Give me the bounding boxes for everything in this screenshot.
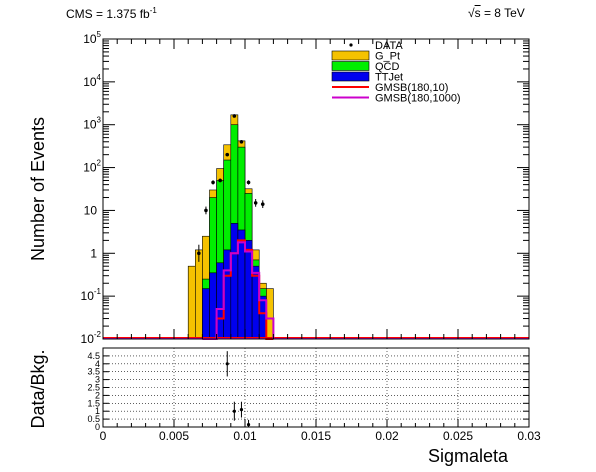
line-gmsb-180-1000- xyxy=(202,241,275,340)
bar-g-pt-0 xyxy=(187,265,196,340)
x-tick-label-1: 0.005 xyxy=(159,429,189,443)
ratio-y-tick-label-0: 0 xyxy=(95,422,100,432)
lumi-unit-exponent: -1 xyxy=(149,6,157,15)
data-point-3 xyxy=(218,178,222,183)
x-tick-label-3: 0.015 xyxy=(301,429,331,443)
data-point-8 xyxy=(253,201,258,205)
data-point-6 xyxy=(239,139,244,144)
x-tick-label-5: 0.025 xyxy=(443,429,473,443)
data-point-1 xyxy=(204,208,208,213)
legend-marker-ttjet xyxy=(331,71,370,82)
data-point-4 xyxy=(225,152,230,157)
y-tick-label-top-4: 102 xyxy=(83,159,101,175)
bar-ttjet-4 xyxy=(216,262,225,340)
y-axis-label-top: Number of Events xyxy=(28,117,48,261)
y-tick-label-top-0: 10-2 xyxy=(81,330,102,346)
data-point-9 xyxy=(260,202,265,206)
ratio-point-0 xyxy=(225,362,229,366)
bar-ttjet-9 xyxy=(251,265,260,340)
data-point-5 xyxy=(232,114,237,118)
legend-label-g-pt: G_Pt xyxy=(375,51,400,63)
legend-label-data: DATA xyxy=(375,40,403,52)
bar-ttjet-3 xyxy=(209,272,217,340)
sqrt-sign: √ xyxy=(468,6,475,20)
bar-ttjet-10 xyxy=(258,295,267,340)
energy-title: √s = 8 TeV xyxy=(468,6,525,20)
legend-marker-g-pt xyxy=(331,50,370,61)
y-axis-label-ratio: Data/Bkg. xyxy=(28,349,48,428)
x-tick-label-4: 0.02 xyxy=(375,429,399,443)
data-point-7 xyxy=(246,180,251,185)
x-tick-label-2: 0.01 xyxy=(233,429,257,443)
legend-label-gmsb-180-1000-: GMSB(180,1000) xyxy=(375,93,461,105)
ratio-y-tick-label-1: 0.5 xyxy=(87,414,100,424)
y-tick-label-top-6: 104 xyxy=(83,73,101,89)
ratio-y-tick-label-2: 1 xyxy=(95,406,100,416)
bar-g-pt-11 xyxy=(265,288,274,340)
ratio-point-1 xyxy=(232,409,236,413)
lumi-title: CMS = 1.375 fb-1 xyxy=(66,6,157,21)
bar-ttjet-8 xyxy=(244,240,253,340)
legend-label-gmsb-180-10-: GMSB(180,10) xyxy=(375,82,448,94)
bar-ttjet-6 xyxy=(230,223,239,340)
y-tick-label-top-7: 105 xyxy=(83,30,101,46)
x-axis-label: Sigmaleta xyxy=(428,446,509,466)
top-plot-frame xyxy=(102,38,530,340)
ratio-y-tick-label-3: 1.5 xyxy=(87,398,100,408)
legend-label-ttjet: TTJet xyxy=(375,72,403,84)
legend-marker-data xyxy=(349,43,353,47)
ratio-point-3 xyxy=(246,423,251,427)
y-tick-label-top-1: 10-1 xyxy=(81,287,102,303)
y-tick-label-top-3: 10 xyxy=(84,203,98,217)
ratio-y-tick-label-6: 3 xyxy=(95,375,100,385)
data-point-2 xyxy=(211,180,215,185)
y-tick-label-top-5: 103 xyxy=(83,116,101,132)
bar-g-pt-1 xyxy=(195,249,203,340)
legend-marker-qcd xyxy=(331,61,370,71)
bar-ttjet-5 xyxy=(223,249,232,340)
energy-label: = 8 TeV xyxy=(483,6,525,20)
ratio-y-tick-label-7: 3.5 xyxy=(87,367,100,377)
x-tick-label-6: 0.03 xyxy=(517,429,541,443)
data-point-0 xyxy=(197,251,201,256)
lumi-label: CMS = 1.375 fb xyxy=(66,7,150,21)
legend-label-qcd: QCD xyxy=(375,61,400,73)
y-tick-label-top-2: 1 xyxy=(90,246,97,260)
ratio-y-tick-label-5: 2.5 xyxy=(87,383,100,393)
ratio-y-tick-label-9: 4.5 xyxy=(87,351,100,361)
ratio-point-2 xyxy=(239,408,244,412)
bar-ttjet-7 xyxy=(237,229,246,340)
energy-sqrt-var: s xyxy=(474,6,481,20)
bar-ttjet-2 xyxy=(202,288,210,340)
x-tick-label-0: 0 xyxy=(100,429,107,443)
ratio-y-tick-label-4: 2 xyxy=(95,390,100,400)
ratio-y-tick-label-8: 4 xyxy=(95,359,100,369)
